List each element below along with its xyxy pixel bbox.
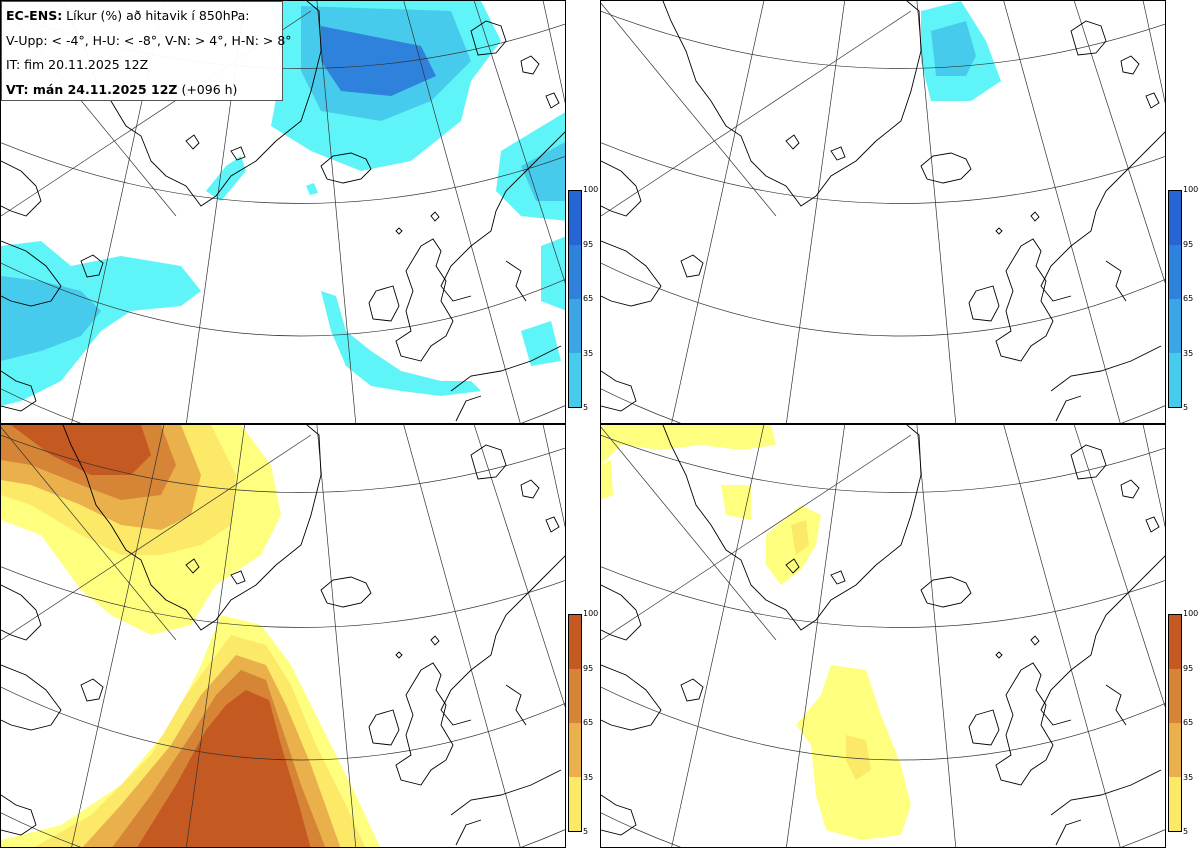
info-title-line: EC-ENS: Líkur (%) að hitavik í 850hPa:	[6, 7, 278, 32]
info-title-rest: Líkur (%) að hitavik í 850hPa:	[62, 8, 250, 23]
colorbar-tick-label: 65	[583, 718, 594, 727]
colorbar-tick-label: 65	[583, 294, 594, 303]
colorbar-tick-label: 95	[1183, 663, 1194, 673]
info-title-bold: EC-ENS:	[6, 8, 63, 23]
probability-field-cold-minus8	[921, 1, 1001, 101]
colorbar-tick-label: 95	[1183, 239, 1194, 249]
probability-field-warm-plus4	[1, 425, 381, 847]
colorbar-tick-label: 5	[1183, 403, 1189, 412]
info-valid-time-line: VT: mán 24.11.2025 12Z (+096 h)	[6, 81, 278, 106]
colorbar-top-right	[1168, 190, 1182, 408]
colorbar-bottom-left	[568, 614, 582, 832]
colorbar-tick-label: 5	[583, 827, 589, 836]
colorbar-tick-label: 35	[1183, 348, 1194, 358]
colorbar-tick-label: 100	[583, 185, 599, 194]
forecast-info-box: EC-ENS: Líkur (%) að hitavik í 850hPa: V…	[1, 1, 292, 101]
probability-field-warm-plus8	[601, 425, 911, 840]
colorbar-top-left	[568, 190, 582, 408]
colorbar-tick-label: 65	[1183, 294, 1194, 303]
colorbar-tick-label: 100	[583, 609, 599, 618]
info-valid-rest: (+096 h)	[177, 81, 238, 97]
info-valid-bold: VT: mán 24.11.2025 12Z	[6, 81, 178, 97]
map-panel-cold-minus4: EC-ENS: Líkur (%) að hitavik í 850hPa: V…	[0, 0, 566, 424]
colorbar-tick-label: 35	[583, 348, 594, 358]
colorbar-tick-label: 100	[1183, 609, 1199, 618]
colorbar-tick-label: 5	[583, 403, 589, 412]
colorbar-tick-label: 65	[1183, 718, 1194, 727]
colorbar-bottom-right	[1168, 614, 1182, 832]
map-panel-cold-minus8	[600, 0, 1166, 424]
colorbar-tick-label: 5	[1183, 827, 1189, 836]
map-panel-warm-plus4	[0, 424, 566, 848]
info-initial-time: IT: fim 20.11.2025 12Z	[6, 57, 149, 72]
colorbar-tick-label: 95	[583, 663, 594, 673]
colorbar-tick-label: 35	[583, 772, 594, 782]
colorbar-tick-label: 100	[1183, 185, 1199, 194]
colorbar-tick-label: 95	[583, 239, 594, 249]
colorbar-tick-label: 35	[1183, 772, 1194, 782]
info-categories: V-Upp: < -4°, H-U: < -8°, V-N: > 4°, H-N…	[6, 32, 292, 48]
map-panel-warm-plus8	[600, 424, 1166, 848]
